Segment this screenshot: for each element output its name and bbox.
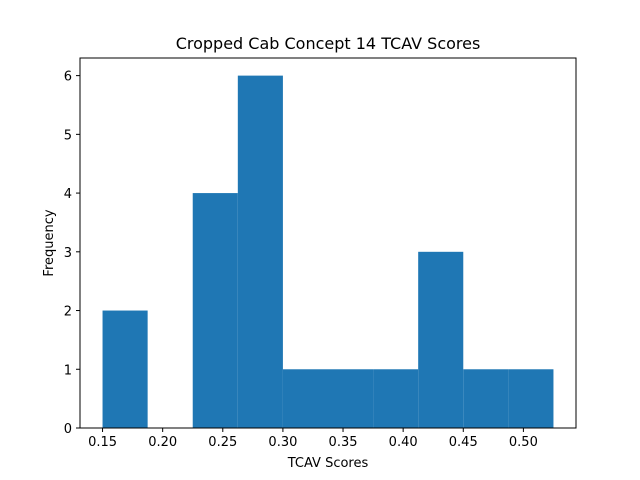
y-axis-ticks: 0 1 2 3 4 5 6 [64, 70, 80, 437]
histogram-bar [418, 251, 464, 428]
histogram-bar [508, 369, 554, 428]
histogram-bar [328, 369, 374, 428]
x-axis-ticks: 0.15 0.20 0.25 0.30 0.35 0.40 0.45 0.50 [88, 428, 538, 450]
x-tick-label: 0.35 [329, 435, 358, 450]
bars-group [102, 75, 554, 428]
x-tick-label: 0.30 [268, 435, 297, 450]
histogram-bar [192, 193, 238, 428]
x-tick-label: 0.40 [389, 435, 418, 450]
y-tick-label: 5 [64, 128, 72, 143]
x-tick-label: 0.50 [509, 435, 538, 450]
y-tick-label: 1 [64, 363, 72, 378]
y-tick-label: 3 [64, 246, 72, 261]
x-tick-label: 0.45 [449, 435, 478, 450]
y-tick-label: 2 [64, 305, 72, 320]
histogram-bar [237, 75, 283, 428]
chart-title: Cropped Cab Concept 14 TCAV Scores [176, 34, 481, 53]
y-tick-label: 4 [64, 187, 72, 202]
x-tick-label: 0.25 [208, 435, 237, 450]
histogram-bar [373, 369, 419, 428]
y-axis-label: Frequency [42, 209, 57, 276]
x-axis-label: TCAV Scores [287, 456, 369, 471]
histogram-bar [282, 369, 328, 428]
y-tick-label: 0 [64, 422, 72, 437]
y-tick-label: 6 [64, 70, 72, 85]
plot-frame [79, 57, 577, 429]
histogram-bar [102, 310, 148, 428]
histogram-bar [463, 369, 509, 428]
x-tick-label: 0.15 [88, 435, 117, 450]
x-tick-label: 0.20 [148, 435, 177, 450]
